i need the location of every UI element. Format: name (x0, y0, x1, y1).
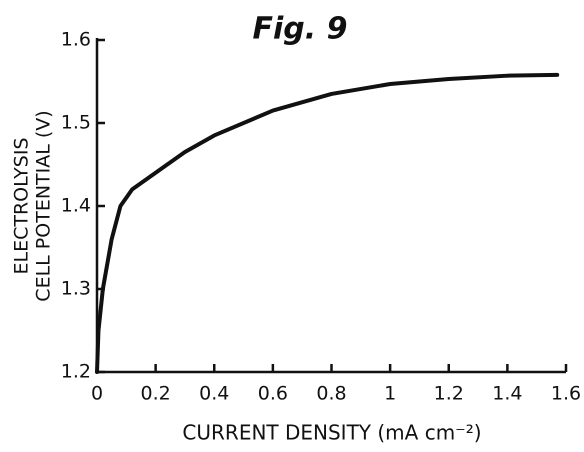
x-tick-label: 1 (384, 383, 396, 405)
data-line (95, 72, 560, 374)
y-tick-label: 1.2 (61, 361, 91, 383)
y-tick-label: 1.5 (61, 112, 91, 134)
x-tick-label: 0.2 (141, 383, 171, 405)
x-tick-label: 0.6 (258, 383, 288, 405)
x-axis-label: CURRENT DENSITY (mA cm⁻²) (182, 421, 481, 445)
x-tick-label: 0.8 (316, 383, 346, 405)
x-tick-label: 0 (91, 383, 103, 405)
y-tick-label: 1.4 (61, 195, 91, 217)
x-tick-label: 1.4 (492, 383, 522, 405)
x-tick-label: 1.6 (551, 383, 581, 405)
y-tick-label: 1.6 (61, 29, 91, 51)
y-axis-label: CELL POTENTIAL (V) (33, 110, 55, 301)
x-tick-label: 1.2 (434, 383, 464, 405)
y-tick-label: 1.3 (61, 278, 91, 300)
x-tick-label: 0.4 (199, 383, 229, 405)
y-axis-label: ELECTROLYSIS (11, 137, 33, 274)
chart-title: Fig. 9 (253, 12, 348, 47)
